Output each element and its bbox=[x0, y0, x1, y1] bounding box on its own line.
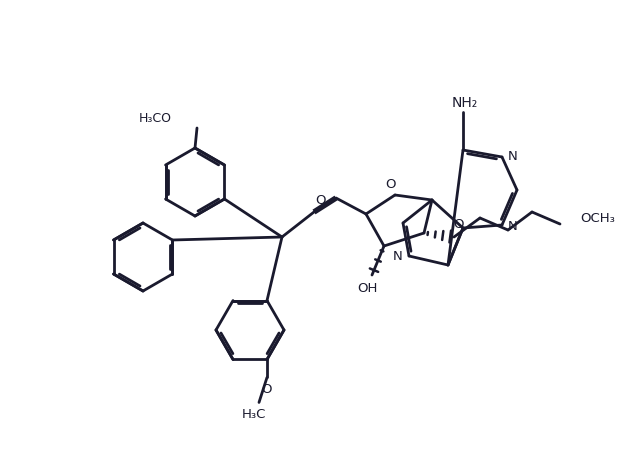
Text: OH: OH bbox=[357, 282, 377, 296]
Text: O: O bbox=[385, 179, 396, 191]
Text: N: N bbox=[393, 251, 403, 264]
Text: O: O bbox=[316, 194, 326, 206]
Text: O: O bbox=[452, 219, 463, 232]
Text: O: O bbox=[262, 383, 272, 396]
Text: OCH₃: OCH₃ bbox=[580, 212, 615, 226]
Text: NH₂: NH₂ bbox=[452, 96, 478, 110]
Text: H₃CO: H₃CO bbox=[139, 112, 172, 125]
Text: N: N bbox=[508, 219, 518, 233]
Text: H₃C: H₃C bbox=[242, 408, 266, 421]
Text: N: N bbox=[508, 149, 518, 163]
